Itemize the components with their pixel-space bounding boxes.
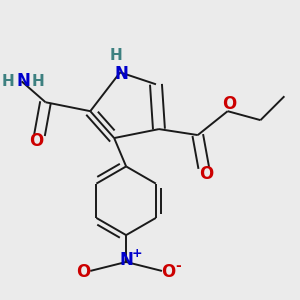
Text: +: + [131, 247, 142, 260]
Text: H: H [2, 74, 14, 89]
Text: O: O [76, 263, 90, 281]
Text: N: N [115, 65, 129, 83]
Text: N: N [119, 251, 133, 269]
Text: H: H [109, 48, 122, 63]
Text: H: H [32, 74, 44, 89]
Text: O: O [200, 165, 214, 183]
Text: N: N [16, 72, 30, 90]
Text: O: O [222, 95, 236, 113]
Text: O: O [29, 132, 44, 150]
Text: O: O [161, 263, 175, 281]
Text: -: - [176, 260, 181, 274]
